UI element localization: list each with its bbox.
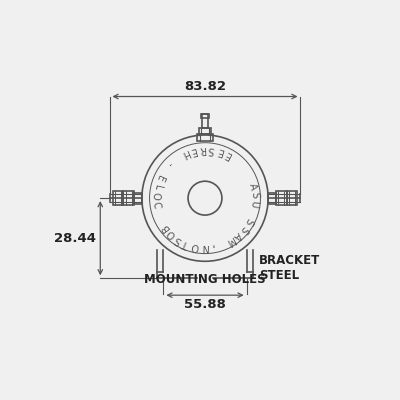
- Text: E: E: [215, 146, 224, 157]
- Text: A: A: [247, 182, 258, 191]
- Text: MOUNTING HOLES: MOUNTING HOLES: [144, 273, 266, 286]
- Bar: [113, 191, 123, 205]
- Bar: [287, 191, 297, 205]
- Text: -: -: [165, 159, 175, 168]
- Bar: [276, 191, 287, 205]
- Text: A: A: [231, 230, 243, 242]
- Bar: [196, 134, 214, 141]
- Text: T: T: [182, 238, 191, 250]
- Text: R: R: [198, 144, 206, 154]
- Text: O: O: [165, 228, 178, 240]
- Text: E: E: [189, 145, 197, 156]
- Bar: [202, 114, 208, 128]
- Text: ,: ,: [210, 242, 215, 252]
- Text: N: N: [200, 242, 208, 252]
- Bar: [123, 191, 134, 205]
- Text: S: S: [238, 224, 249, 234]
- Text: S: S: [207, 144, 215, 154]
- Text: S: S: [173, 234, 184, 246]
- Text: O: O: [151, 192, 161, 200]
- Text: 83.82: 83.82: [184, 80, 226, 93]
- Text: BRACKET
STEEL: BRACKET STEEL: [259, 254, 320, 282]
- Text: L: L: [152, 183, 162, 191]
- Text: E: E: [154, 174, 166, 183]
- Text: E: E: [223, 149, 233, 160]
- Text: H: H: [179, 147, 190, 159]
- Text: B: B: [159, 222, 171, 233]
- Bar: [199, 128, 211, 134]
- Bar: [134, 193, 142, 204]
- Bar: [201, 114, 209, 118]
- Text: 55.88: 55.88: [184, 298, 226, 311]
- Text: C: C: [151, 201, 162, 209]
- Text: O: O: [190, 241, 200, 252]
- Text: S: S: [249, 192, 259, 199]
- Text: M: M: [224, 234, 236, 247]
- Text: 28.44: 28.44: [54, 232, 96, 245]
- Bar: [268, 193, 276, 204]
- Text: S: S: [242, 216, 254, 226]
- Text: U: U: [248, 200, 259, 208]
